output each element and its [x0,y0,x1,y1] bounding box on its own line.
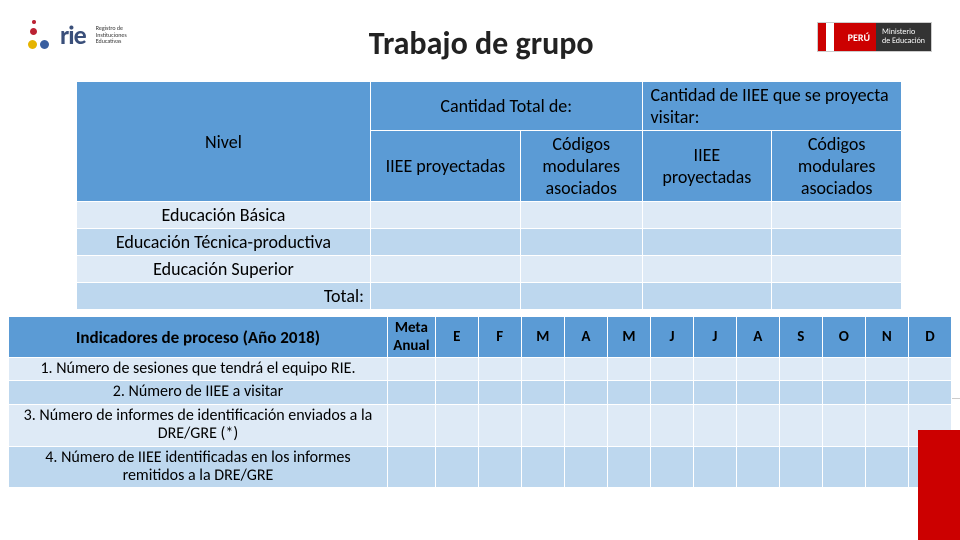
th-month: J [651,317,694,358]
th-iiee-proy2: IIEE proyectadas [642,131,772,202]
peru-flag-icon [818,23,842,51]
logo-rie: rie Registro de Instituciones Educativas [28,18,146,52]
th-cod-mod2: Códigos modulares asociados [772,131,902,202]
peru-label: PERÚ [842,23,876,51]
minedu-label: Ministerio de Educación [876,23,931,51]
th-month: A [736,317,779,358]
corner-accent-icon [918,430,960,540]
th-cod-mod: Códigos modulares asociados [520,131,642,202]
page-header: rie Registro de Instituciones Educativas… [0,0,960,63]
th-month: N [865,317,908,358]
th-month: J [693,317,736,358]
th-iiee-proy: IIEE proyectadas [370,131,520,202]
page-title: Trabajo de grupo [146,18,817,63]
th-meta: Meta Anual [387,317,435,358]
table-nivel: Nivel Cantidad Total de: Cantidad de IIE… [76,81,902,310]
logo-text: rie [60,19,86,51]
th-month: O [822,317,865,358]
table-indicadores: Indicadores de proceso (Año 2018) Meta A… [8,316,952,488]
th-nivel: Nivel [77,82,371,202]
th-month: D [908,317,951,358]
logo-dots-icon [28,18,54,52]
th-month: M [521,317,564,358]
table-row: Educación Superior [77,256,902,283]
logo-minedu: PERÚ Ministerio de Educación [817,22,932,52]
table-row-total: Total: [77,283,902,310]
th-month: M [607,317,650,358]
th-cantidad-total: Cantidad Total de: [370,82,642,131]
th-month: A [564,317,607,358]
logo-subtitle: Registro de Instituciones Educativas [96,25,146,45]
table-row: 4. Número de IIEE identificadas en los i… [9,446,952,488]
table-row: 3. Número de informes de identificación … [9,404,952,446]
th-cantidad-visitar: Cantidad de IIEE que se proyecta visitar… [642,82,901,131]
table-row: 1. Número de sesiones que tendrá el equi… [9,358,952,381]
th-indicadores: Indicadores de proceso (Año 2018) [9,317,388,358]
th-month: E [435,317,478,358]
table-row: Educación Técnica-productiva [77,229,902,256]
table-row: Educación Básica [77,202,902,229]
th-month: F [478,317,521,358]
table-row: 2. Número de IIEE a visitar [9,381,952,404]
th-month: S [779,317,822,358]
